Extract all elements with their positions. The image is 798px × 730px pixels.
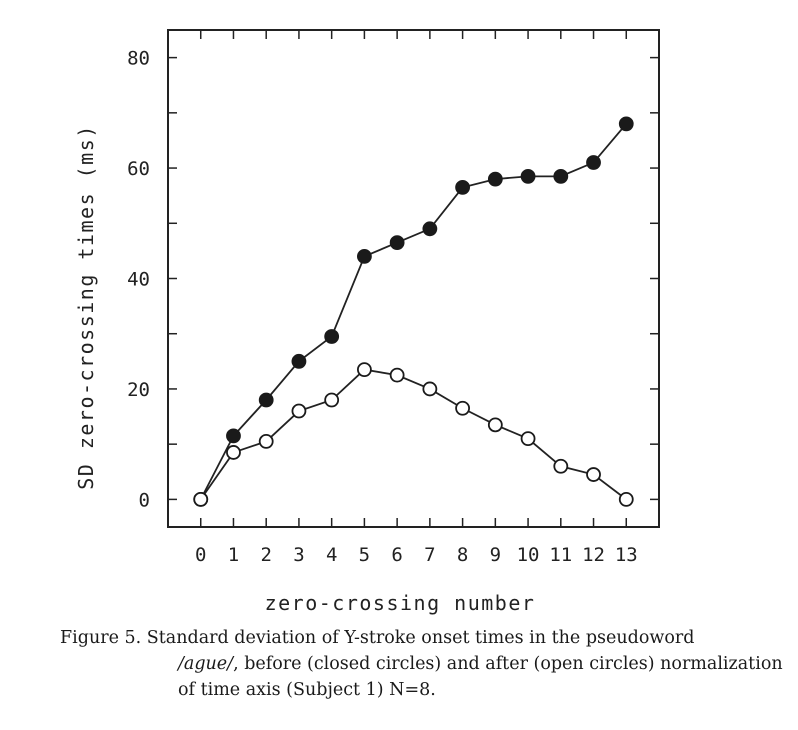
open-circle-point — [226, 445, 241, 460]
caption-pseudoword: /ague/ — [178, 654, 234, 674]
open-circle-point — [422, 381, 438, 397]
x-tick-label: 6 — [391, 544, 402, 566]
caption-line-1: Figure 5. Standard deviation of Y-stroke… — [60, 625, 780, 651]
x-tick-label: 3 — [293, 544, 304, 566]
open-circle-point — [618, 491, 634, 507]
y-tick-label: 20 — [127, 379, 150, 401]
axis-ticks — [167, 30, 660, 527]
open-circle-point — [586, 467, 601, 482]
y-tick-label: 40 — [127, 269, 150, 291]
closed-circle-point — [324, 329, 340, 344]
closed-circle-point — [389, 235, 405, 251]
closed-circle-point — [487, 171, 503, 187]
closed-circle-point — [553, 168, 569, 184]
closed-circle-point — [586, 155, 601, 170]
series-open-circles — [193, 362, 634, 507]
y-tick-label: 60 — [127, 158, 150, 180]
closed-circle-point — [520, 168, 536, 184]
closed-circle-point — [618, 116, 634, 132]
y-axis-title: SD zero-crossing times (ms) — [74, 124, 98, 490]
closed-circle-point — [356, 249, 372, 264]
x-tick-label: 10 — [517, 544, 540, 566]
open-circle-point — [291, 403, 307, 419]
open-circle-point — [455, 400, 471, 416]
closed-circle-point — [291, 353, 307, 369]
open-circle-point — [553, 458, 569, 474]
caption-text-1: Standard deviation of Y-stroke onset tim… — [146, 628, 695, 648]
x-tick-labels: 0 1 2 3 4 5 6 7 8 9 10 11 12 13 — [195, 544, 638, 566]
x-tick-label: 12 — [582, 544, 605, 566]
x-tick-label: 5 — [359, 544, 370, 566]
caption-text-2: , before (closed circles) and after (ope… — [233, 654, 783, 674]
open-circle-point — [258, 434, 274, 449]
x-tick-label: 0 — [195, 544, 206, 566]
y-tick-labels: 0 20 40 60 80 — [127, 48, 150, 512]
x-tick-label: 11 — [549, 544, 572, 566]
closed-circle-point — [226, 428, 241, 444]
x-tick-label: 1 — [228, 544, 239, 566]
caption-line-2: /ague/, before (closed circles) and afte… — [60, 651, 783, 677]
x-tick-label: 7 — [424, 544, 435, 566]
closed-circle-point — [258, 392, 274, 408]
x-tick-label: 2 — [260, 544, 271, 566]
open-circle-point — [487, 417, 503, 433]
x-tick-label: 4 — [326, 544, 337, 566]
open-circle-point — [324, 392, 340, 408]
y-tick-label: 0 — [139, 489, 150, 511]
open-circle-point — [389, 367, 405, 383]
plot-frame — [167, 29, 660, 528]
closed-circle-point — [422, 221, 438, 237]
caption-label: Figure 5. — [60, 628, 142, 648]
series-layer — [193, 116, 634, 507]
open-circle-point — [356, 362, 372, 378]
open-circle-point — [193, 491, 209, 507]
figure-caption: Figure 5. Standard deviation of Y-stroke… — [60, 625, 783, 703]
caption-text-3: of time axis (Subject 1) N=8. — [178, 680, 436, 700]
series-closed-circles — [193, 116, 634, 507]
closed-circle-point — [455, 179, 471, 195]
x-axis-title: zero-crossing number — [265, 591, 536, 615]
x-tick-label: 9 — [490, 544, 501, 566]
y-tick-label: 80 — [127, 48, 150, 70]
x-tick-label: 8 — [457, 544, 468, 566]
open-circle-point — [520, 431, 536, 447]
x-tick-label: 13 — [615, 544, 638, 566]
caption-line-3: of time axis (Subject 1) N=8. — [60, 677, 780, 703]
